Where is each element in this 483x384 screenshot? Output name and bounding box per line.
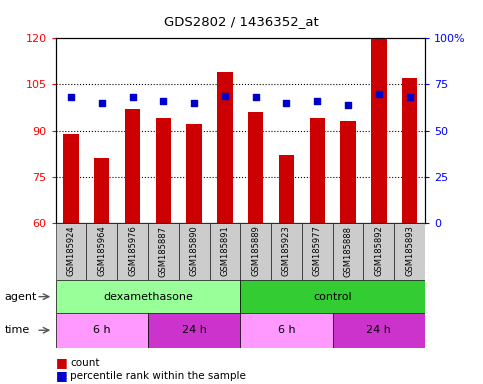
Bar [148, 223, 179, 280]
Point [67, 94, 75, 101]
Bar [156, 118, 171, 223]
Text: GSM185889: GSM185889 [251, 226, 260, 276]
Bar [341, 121, 356, 223]
Bar [179, 223, 210, 280]
Text: GSM185890: GSM185890 [190, 226, 199, 276]
Bar [302, 223, 333, 280]
Bar [117, 223, 148, 280]
Bar [56, 223, 86, 280]
Bar [279, 155, 294, 223]
Text: time: time [5, 325, 30, 335]
Point [98, 100, 106, 106]
Bar [217, 72, 233, 223]
Text: GSM185892: GSM185892 [374, 226, 384, 276]
Text: count: count [70, 358, 99, 368]
Bar [402, 78, 417, 223]
Bar [310, 118, 325, 223]
Point [344, 102, 352, 108]
Bar [186, 124, 202, 223]
Point [313, 98, 321, 104]
Text: GSM185888: GSM185888 [343, 226, 353, 276]
Point [159, 98, 167, 104]
Text: GSM185893: GSM185893 [405, 226, 414, 276]
Bar [333, 313, 425, 348]
Text: dexamethasone: dexamethasone [103, 291, 193, 302]
Bar [333, 223, 364, 280]
Bar [125, 109, 140, 223]
Point [221, 93, 229, 99]
Bar [148, 313, 241, 348]
Text: 24 h: 24 h [367, 325, 391, 335]
Point [190, 100, 198, 106]
Bar [394, 223, 425, 280]
Text: GSM185891: GSM185891 [220, 226, 229, 276]
Text: 6 h: 6 h [93, 325, 111, 335]
Bar [56, 280, 241, 313]
Point [406, 94, 413, 101]
Bar [210, 223, 240, 280]
Bar [241, 280, 425, 313]
Bar [63, 134, 79, 223]
Text: GDS2802 / 1436352_at: GDS2802 / 1436352_at [164, 15, 319, 28]
Bar [364, 223, 394, 280]
Text: 6 h: 6 h [278, 325, 295, 335]
Text: GSM185924: GSM185924 [67, 226, 75, 276]
Point [128, 94, 136, 101]
Text: 24 h: 24 h [182, 325, 207, 335]
Text: percentile rank within the sample: percentile rank within the sample [70, 371, 246, 381]
Bar [86, 223, 117, 280]
Point [283, 100, 290, 106]
Text: ■: ■ [56, 369, 67, 382]
Bar [241, 313, 333, 348]
Point [252, 94, 259, 101]
Point [375, 91, 383, 97]
Text: agent: agent [5, 291, 37, 302]
Bar [240, 223, 271, 280]
Text: GSM185964: GSM185964 [97, 226, 106, 276]
Text: control: control [313, 291, 352, 302]
Bar [271, 223, 302, 280]
Bar [94, 158, 110, 223]
Bar [248, 112, 263, 223]
Bar [371, 38, 386, 223]
Bar [56, 313, 148, 348]
Text: ■: ■ [56, 356, 67, 369]
Text: GSM185887: GSM185887 [159, 226, 168, 276]
Text: GSM185977: GSM185977 [313, 226, 322, 276]
Text: GSM185923: GSM185923 [282, 226, 291, 276]
Text: GSM185976: GSM185976 [128, 226, 137, 276]
